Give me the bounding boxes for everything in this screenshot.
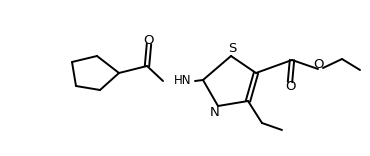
Text: N: N	[210, 105, 220, 119]
Text: O: O	[285, 80, 295, 93]
Text: O: O	[314, 58, 324, 71]
Text: O: O	[144, 34, 154, 46]
Text: HN: HN	[174, 75, 192, 88]
Text: S: S	[228, 42, 236, 56]
